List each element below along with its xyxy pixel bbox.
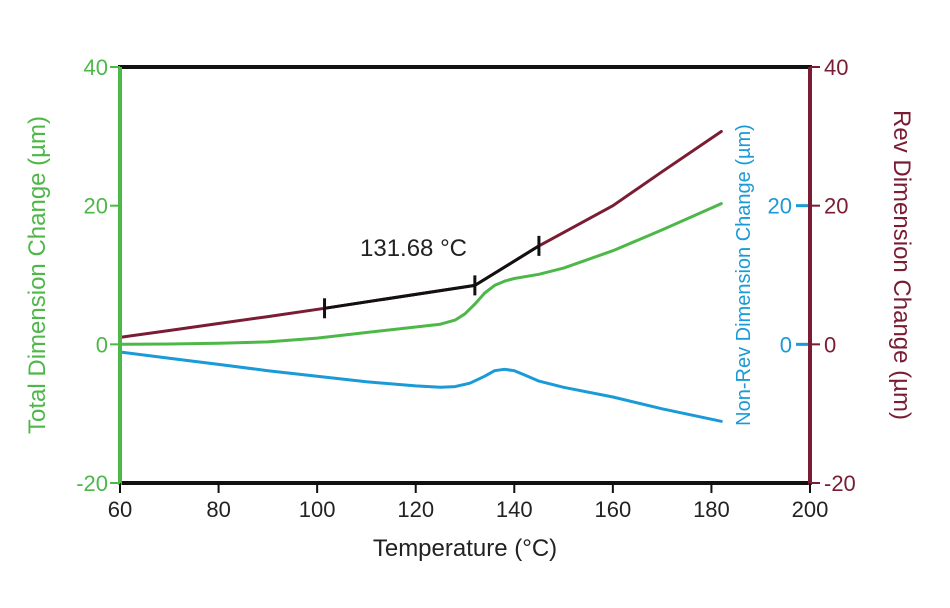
x-tick-label: 100 — [299, 497, 336, 522]
inner-right-y-tick-label: 0 — [780, 332, 792, 357]
tick-layer: 60 80 100 120 140 160 180 200-2002040-200204002… — [76, 55, 856, 522]
annotation-label: 131.68 °C — [360, 235, 467, 262]
left-y-tick-label: 20 — [84, 194, 108, 219]
right-y-tick-label: 20 — [824, 194, 848, 219]
right-y-tick-label: -20 — [824, 471, 856, 496]
annotation-layer — [323, 235, 541, 319]
right-y-tick-label: 0 — [824, 332, 836, 357]
x-tick-label: 60 — [108, 497, 132, 522]
right-y-axis-title: Rev Dimension Change (µm) — [888, 110, 915, 420]
x-tick-label: 140 — [496, 497, 533, 522]
x-axis-title: Temperature (°C) — [373, 535, 557, 562]
left-y-tick-label: -20 — [76, 471, 108, 496]
x-tick-label: 80 — [206, 497, 230, 522]
series-layer — [118, 130, 723, 423]
x-tick-label: 120 — [397, 497, 434, 522]
left-y-axis-title: Total Dimension Change (µm) — [24, 116, 51, 434]
left-y-tick-label: 40 — [84, 55, 108, 80]
x-tick-label: 200 — [792, 497, 829, 522]
inner-right-y-tick-label: 20 — [768, 194, 792, 219]
right-y-tick-label: 40 — [824, 55, 848, 80]
x-tick-label: 180 — [693, 497, 730, 522]
series-line-total-dimension-change — [118, 202, 723, 346]
left-y-tick-label: 0 — [96, 332, 108, 357]
x-tick-label: 160 — [594, 497, 631, 522]
inner-right-y-axis-title: Non-Rev Dimension Change (µm) — [733, 124, 755, 426]
plot-frame — [118, 65, 812, 485]
series-line-non-rev-dimension-change — [118, 350, 723, 423]
